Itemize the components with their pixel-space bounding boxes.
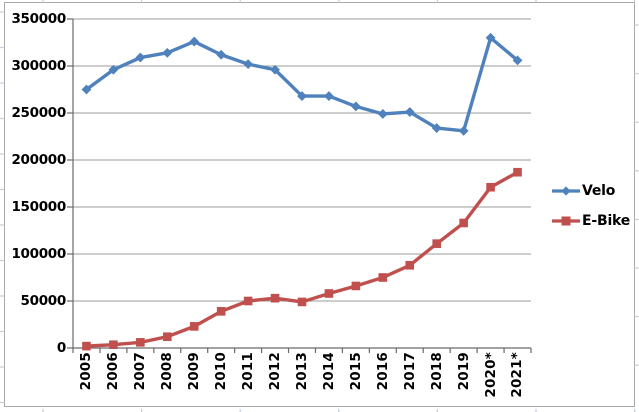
x-axis-label: 2008 (159, 352, 176, 391)
ebike-line-marker-icon (552, 216, 580, 226)
x-axis-label: 2018 (428, 352, 445, 391)
x-axis-label-cell: 2012 (262, 352, 289, 410)
x-axis-label-cell: 2017 (396, 352, 423, 410)
y-axis (67, 18, 74, 349)
x-axis-label: 2005 (78, 352, 95, 391)
x-axis-label-cell: 2010 (208, 352, 235, 410)
x-axis-label: 2019 (455, 352, 472, 391)
chart-border (4, 2, 635, 407)
x-axis-label: 2011 (240, 352, 257, 391)
y-axis-label: 350000 (11, 10, 66, 27)
series-velo (81, 32, 523, 136)
series-e-bike (82, 167, 522, 351)
x-axis-label: 2013 (293, 352, 310, 391)
x-axis-label-cell: 2011 (235, 352, 262, 410)
y-axis-label: 250000 (11, 104, 66, 121)
x-axis-labels: 2005 2006 2007 2008 2009 2010 2011 2012 2013 2014… (73, 352, 531, 410)
x-axis-label-cell: 2021* (504, 352, 531, 410)
x-axis-label-cell: 2020* (477, 352, 504, 410)
x-axis-label: 2015 (347, 352, 364, 391)
x-axis-label-cell: 2008 (154, 352, 181, 410)
x-axis-label: 2014 (320, 352, 337, 391)
y-axis-label: 150000 (11, 198, 66, 215)
legend-label-ebike: E-Bike (582, 213, 631, 229)
x-axis (72, 347, 532, 353)
x-axis-label: 2007 (132, 352, 149, 391)
legend-item-ebike: E-Bike (551, 206, 630, 236)
x-axis-label-cell: 2014 (315, 352, 342, 410)
x-axis-label: 2012 (267, 352, 284, 391)
y-axis-label: 100000 (11, 245, 66, 262)
y-axis-label: 0 (56, 339, 66, 356)
x-axis-label: 2009 (186, 352, 203, 391)
x-axis-label-cell: 2015 (342, 352, 369, 410)
x-axis-label: 2006 (105, 352, 122, 391)
legend-item-velo: Velo (551, 176, 630, 206)
x-axis-label: 2017 (401, 352, 418, 391)
x-axis-label-cell: 2013 (289, 352, 316, 410)
x-axis-label: 2016 (374, 352, 391, 391)
x-axis-label-cell: 2019 (450, 352, 477, 410)
x-axis-label-cell: 2007 (127, 352, 154, 410)
x-axis-label: 2020* (482, 352, 499, 398)
x-axis-label-cell: 2006 (100, 352, 127, 410)
x-axis-label-cell: 2016 (369, 352, 396, 410)
velo-line-marker-icon (552, 186, 580, 196)
x-axis-label: 2021* (509, 352, 526, 398)
legend-label-velo: Velo (582, 183, 616, 199)
x-axis-label-cell: 2018 (423, 352, 450, 410)
gridlines (73, 18, 531, 302)
x-axis-label-cell: 2009 (181, 352, 208, 410)
y-axis-label: 300000 (11, 57, 66, 74)
x-axis-label-cell: 2005 (73, 352, 100, 410)
y-axis-label: 200000 (11, 151, 66, 168)
legend: Velo E-Bike (551, 176, 630, 236)
y-axis-label: 50000 (20, 292, 67, 309)
x-axis-label: 2010 (213, 352, 230, 391)
